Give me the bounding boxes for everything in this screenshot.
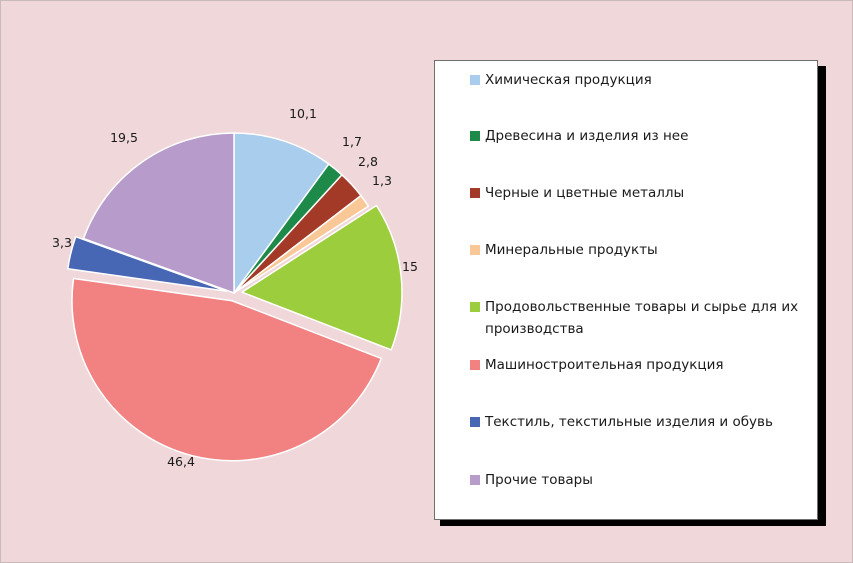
pie-slice (82, 132, 235, 294)
legend-swatch (470, 245, 480, 255)
legend-swatch (470, 360, 480, 370)
data-label: 1,7 (342, 134, 362, 149)
legend-label: Черные и цветные металлы (485, 185, 685, 201)
pie-slice (67, 235, 227, 292)
data-label: 1,3 (372, 173, 392, 188)
legend-label: Химическая продукция (485, 72, 652, 88)
legend-label: Минеральные продукты (485, 242, 658, 258)
legend-item: Текстиль, текстильные изделия и обувь (470, 411, 800, 433)
legend: Химическая продукция Древесина и изделия… (434, 60, 818, 520)
legend-item: Машиностроительная продукция (470, 354, 800, 376)
legend-item: Прочие товары (470, 469, 800, 491)
legend-item: Черные и цветные металлы (470, 182, 800, 204)
legend-label: Продовольственные товары и сырье для их … (485, 299, 799, 337)
legend-swatch (470, 188, 480, 198)
legend-swatch (470, 131, 480, 141)
legend-swatch (470, 75, 480, 85)
legend-item: Продовольственные товары и сырье для их … (470, 296, 800, 340)
legend-label: Древесина и изделия из нее (485, 128, 689, 144)
pie-slice (71, 277, 382, 462)
legend-item: Минеральные продукты (470, 239, 800, 261)
pie-slice (241, 204, 403, 351)
data-label: 3,3 (52, 235, 72, 250)
legend-label: Текстиль, текстильные изделия и обувь (485, 414, 773, 430)
pie-slice (233, 132, 330, 294)
data-label: 10,1 (289, 106, 317, 121)
legend-label: Прочие товары (485, 472, 593, 488)
legend-swatch (470, 417, 480, 427)
legend-swatch (470, 302, 480, 312)
data-label: 46,4 (167, 454, 195, 469)
legend-item: Древесина и изделия из нее (470, 125, 800, 147)
data-label: 15 (402, 259, 418, 274)
legend-item: Химическая продукция (470, 69, 800, 91)
pie-slice (233, 194, 370, 294)
data-label: 19,5 (110, 130, 138, 145)
legend-label: Машиностроительная продукция (485, 357, 724, 373)
legend-swatch (470, 475, 480, 485)
data-label: 2,8 (358, 154, 378, 169)
